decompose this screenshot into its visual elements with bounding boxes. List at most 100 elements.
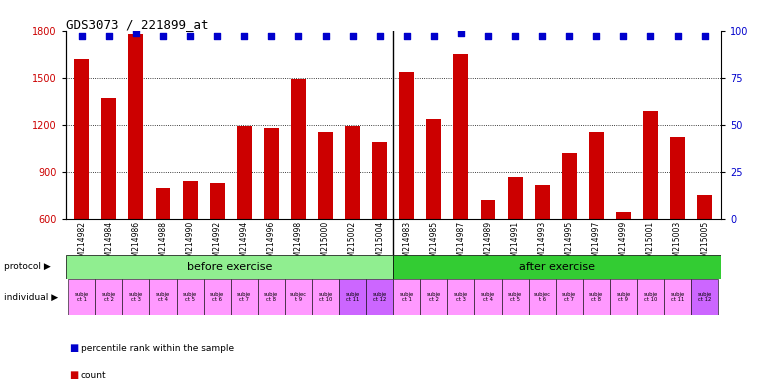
- Point: [645, 33, 657, 40]
- Bar: [535, 185, 550, 219]
- Text: GSM215003: GSM215003: [673, 221, 682, 267]
- Text: GSM214989: GSM214989: [483, 221, 493, 267]
- Point: [265, 33, 278, 40]
- Text: subjec
t 6: subjec t 6: [534, 291, 550, 303]
- Text: subje
ct 3: subje ct 3: [454, 291, 468, 303]
- Point: [76, 33, 88, 40]
- Point: [455, 30, 467, 36]
- Text: GSM214992: GSM214992: [213, 221, 222, 267]
- Bar: [66, 255, 393, 279]
- Point: [103, 33, 115, 40]
- Point: [373, 33, 386, 40]
- Point: [618, 33, 630, 40]
- Bar: [339, 279, 366, 315]
- Text: subje
ct 1: subje ct 1: [399, 291, 414, 303]
- Bar: [237, 126, 251, 219]
- Point: [509, 33, 521, 40]
- Text: GSM214987: GSM214987: [456, 221, 466, 267]
- Bar: [507, 177, 523, 219]
- Bar: [96, 279, 123, 315]
- Text: GSM215002: GSM215002: [348, 221, 357, 267]
- Point: [401, 33, 413, 40]
- Bar: [529, 279, 556, 315]
- Bar: [556, 279, 583, 315]
- Text: subje
ct 8: subje ct 8: [264, 291, 278, 303]
- Bar: [399, 72, 414, 219]
- Text: GSM214990: GSM214990: [186, 221, 194, 267]
- Bar: [664, 279, 691, 315]
- Text: GSM215005: GSM215005: [700, 221, 709, 267]
- Text: GSM214998: GSM214998: [294, 221, 303, 267]
- Text: subje
ct 11: subje ct 11: [345, 291, 360, 303]
- Text: GDS3073 / 221899_at: GDS3073 / 221899_at: [66, 18, 208, 31]
- Text: GSM214995: GSM214995: [564, 221, 574, 267]
- Bar: [285, 279, 312, 315]
- Bar: [453, 54, 468, 219]
- Point: [319, 33, 332, 40]
- Bar: [393, 279, 420, 315]
- Bar: [74, 59, 89, 219]
- Point: [238, 33, 251, 40]
- Point: [482, 33, 494, 40]
- Text: subje
ct 9: subje ct 9: [616, 291, 631, 303]
- Bar: [616, 212, 631, 219]
- Text: subje
ct 7: subje ct 7: [237, 291, 251, 303]
- Text: individual ▶: individual ▶: [4, 293, 58, 301]
- Bar: [258, 279, 285, 315]
- Bar: [264, 128, 279, 219]
- Bar: [670, 137, 685, 219]
- Text: subje
ct 11: subje ct 11: [671, 291, 685, 303]
- Text: subje
ct 5: subje ct 5: [183, 291, 197, 303]
- Text: subje
ct 12: subje ct 12: [698, 291, 712, 303]
- Bar: [691, 279, 718, 315]
- Text: GSM214991: GSM214991: [510, 221, 520, 267]
- Point: [536, 33, 548, 40]
- Bar: [501, 279, 529, 315]
- Text: subje
ct 2: subje ct 2: [426, 291, 441, 303]
- Text: GSM214986: GSM214986: [131, 221, 140, 267]
- Bar: [372, 142, 387, 219]
- Text: GSM214996: GSM214996: [267, 221, 276, 267]
- Text: subje
ct 12: subje ct 12: [372, 291, 387, 303]
- Point: [563, 33, 575, 40]
- Text: ■: ■: [69, 343, 79, 353]
- Bar: [231, 279, 258, 315]
- Bar: [480, 200, 496, 219]
- Text: subje
ct 8: subje ct 8: [589, 291, 604, 303]
- Text: subje
ct 3: subje ct 3: [129, 291, 143, 303]
- Bar: [204, 279, 231, 315]
- Bar: [345, 126, 360, 219]
- Point: [699, 33, 711, 40]
- Bar: [426, 119, 441, 219]
- Text: subje
ct 1: subje ct 1: [75, 291, 89, 303]
- Text: GSM215000: GSM215000: [321, 221, 330, 267]
- Text: GSM214997: GSM214997: [592, 221, 601, 267]
- Bar: [697, 195, 712, 219]
- Point: [292, 33, 305, 40]
- Text: subje
ct 7: subje ct 7: [562, 291, 577, 303]
- Point: [346, 33, 359, 40]
- Text: GSM214999: GSM214999: [619, 221, 628, 267]
- Text: GSM215004: GSM215004: [375, 221, 384, 267]
- Bar: [69, 279, 96, 315]
- Bar: [102, 98, 116, 219]
- Point: [184, 33, 197, 40]
- Bar: [177, 279, 204, 315]
- Text: GSM214993: GSM214993: [537, 221, 547, 267]
- Bar: [420, 279, 447, 315]
- Bar: [366, 279, 393, 315]
- Text: subje
ct 5: subje ct 5: [508, 291, 522, 303]
- Text: after exercise: after exercise: [519, 262, 595, 272]
- Point: [157, 33, 169, 40]
- Bar: [637, 279, 664, 315]
- Bar: [583, 279, 610, 315]
- Text: before exercise: before exercise: [187, 262, 272, 272]
- Bar: [129, 34, 143, 219]
- Text: subje
ct 10: subje ct 10: [318, 291, 332, 303]
- Bar: [150, 279, 177, 315]
- Text: GSM215001: GSM215001: [646, 221, 655, 267]
- Text: subje
ct 4: subje ct 4: [481, 291, 495, 303]
- Text: count: count: [81, 371, 106, 380]
- Bar: [610, 279, 637, 315]
- Bar: [318, 132, 333, 219]
